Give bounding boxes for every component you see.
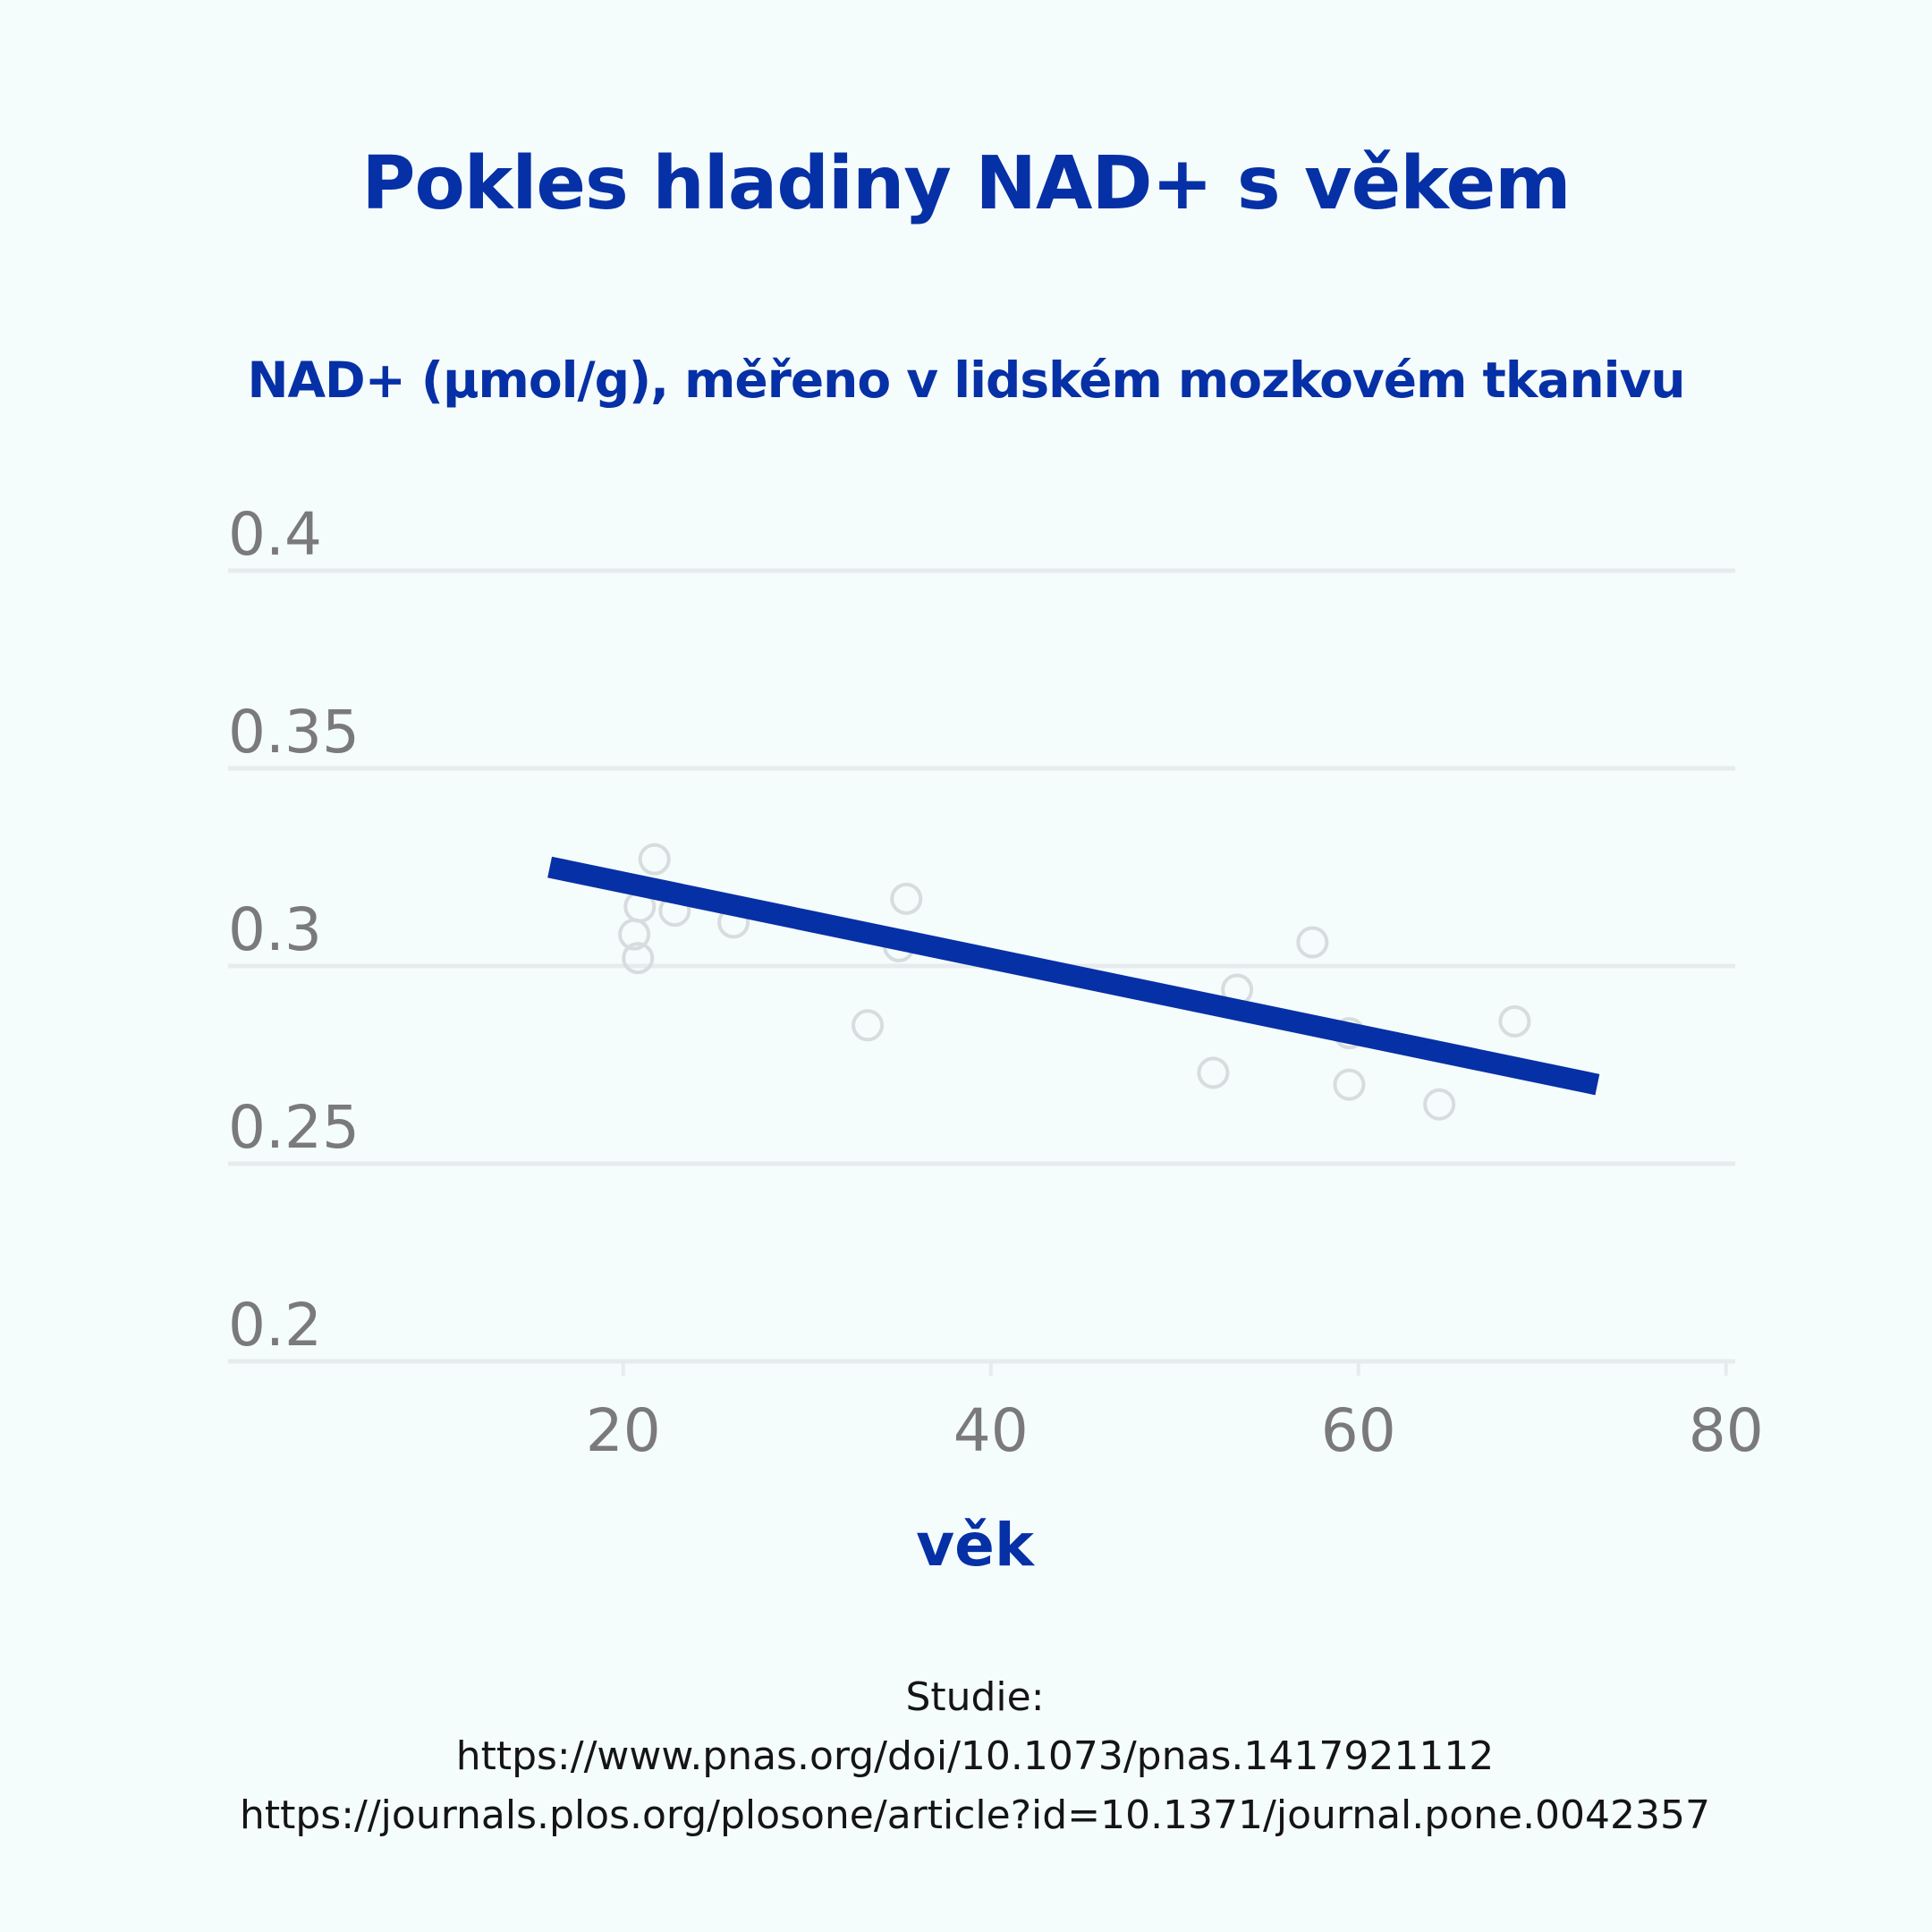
source-link-plos[interactable]: https://journals.plos.org/plosone/articl…	[239, 1792, 1711, 1838]
data-point	[1498, 1004, 1531, 1038]
x-axis-label: věk	[916, 1511, 1034, 1580]
source-label: Studie:	[905, 1674, 1045, 1720]
data-point	[618, 918, 651, 951]
trend-line	[547, 856, 1600, 1096]
data-point	[852, 1009, 885, 1042]
y-tick-label: 0.35	[228, 698, 360, 767]
data-point	[1296, 926, 1329, 959]
y-tick-label: 0.2	[228, 1291, 322, 1360]
x-tick-label: 20	[586, 1396, 661, 1465]
data-point	[638, 843, 671, 876]
data-point	[1197, 1056, 1230, 1089]
data-point	[1423, 1088, 1456, 1121]
y-tick-label: 0.4	[228, 500, 322, 569]
y-tick-label: 0.25	[228, 1093, 360, 1162]
source-block: Studie: https://www.pnas.org/doi/10.1073…	[0, 1668, 1932, 1845]
trend-line-group	[547, 856, 1600, 1096]
y-tick-label: 0.3	[228, 895, 322, 964]
x-tick-label: 60	[1321, 1396, 1396, 1465]
y-axis-ticks: 0.2 0.25 0.3 0.35 0.4	[228, 500, 360, 1360]
x-tick-label: 80	[1689, 1396, 1764, 1465]
x-axis-ticks: 20 40 60 80	[586, 1361, 1764, 1465]
chart-title: Pokles hladiny NAD+ s věkem	[361, 141, 1571, 226]
data-point	[890, 882, 923, 915]
chart-subtitle: NAD+ (μmol/g), měřeno v lidském mozkovém…	[247, 352, 1685, 409]
data-point	[622, 942, 655, 975]
data-point	[1333, 1068, 1366, 1101]
source-link-pnas[interactable]: https://www.pnas.org/doi/10.1073/pnas.14…	[455, 1733, 1495, 1779]
x-tick-label: 40	[953, 1396, 1029, 1465]
